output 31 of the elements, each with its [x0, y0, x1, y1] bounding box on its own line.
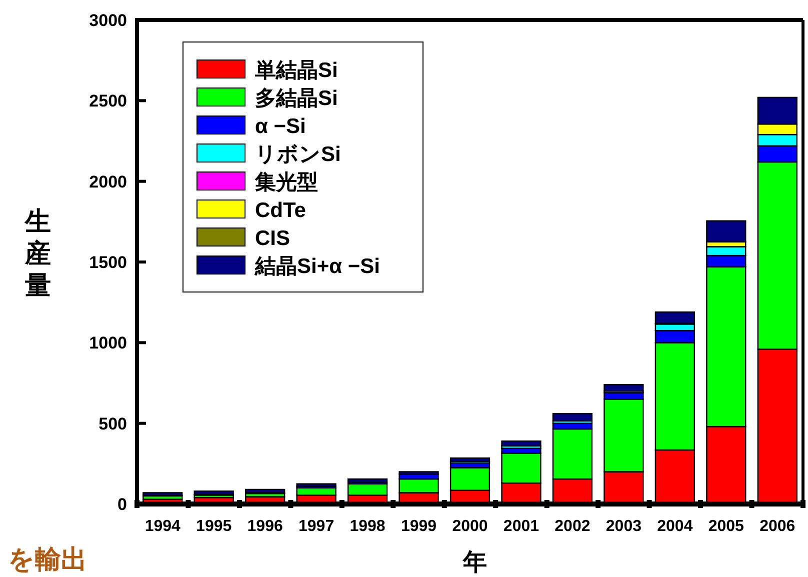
x-tick-label: 1994 [144, 518, 181, 535]
x-tick-label: 2002 [554, 518, 590, 535]
x-tick-label: 1999 [400, 518, 437, 535]
legend-label: CdTe [255, 199, 306, 222]
y-tick-label: 2000 [89, 172, 127, 192]
x-tick-label: 2004 [657, 518, 693, 535]
ylabel: 生産量 [25, 206, 51, 300]
y-tick-label: 1500 [89, 253, 127, 272]
x-axis-title: 年 [462, 549, 487, 576]
text: を輸出 [8, 544, 87, 574]
y-tick-label: 2500 [89, 92, 127, 111]
x-tick-label: 2003 [606, 518, 642, 535]
legend-label: 集光型 [254, 171, 318, 194]
x-tick-label: 2006 [760, 518, 796, 535]
x-tick-label: 1996 [247, 518, 283, 535]
x-tick-label: 1997 [298, 518, 334, 535]
x-tick-label: 2000 [452, 518, 488, 535]
legend-label: α −Si [255, 115, 306, 138]
x-tick-label: 2001 [503, 518, 540, 535]
x-tick-label: 1998 [350, 518, 386, 535]
legend-label: 多結晶Si [255, 87, 338, 110]
y-tick-label: 3000 [89, 11, 127, 30]
legend-label: CIS [255, 227, 290, 250]
y-tick-label: 0 [118, 495, 127, 514]
y-tick-label: 1000 [89, 334, 127, 353]
x-tick-label: 1995 [196, 518, 232, 535]
x-tick-label: 2005 [708, 518, 744, 535]
legend-label: リボンSi [255, 143, 341, 166]
legend-label: 結晶Si+α −Si [254, 255, 380, 278]
legend-label: 単結晶Si [254, 59, 338, 82]
y-tick-label: 500 [98, 414, 127, 434]
